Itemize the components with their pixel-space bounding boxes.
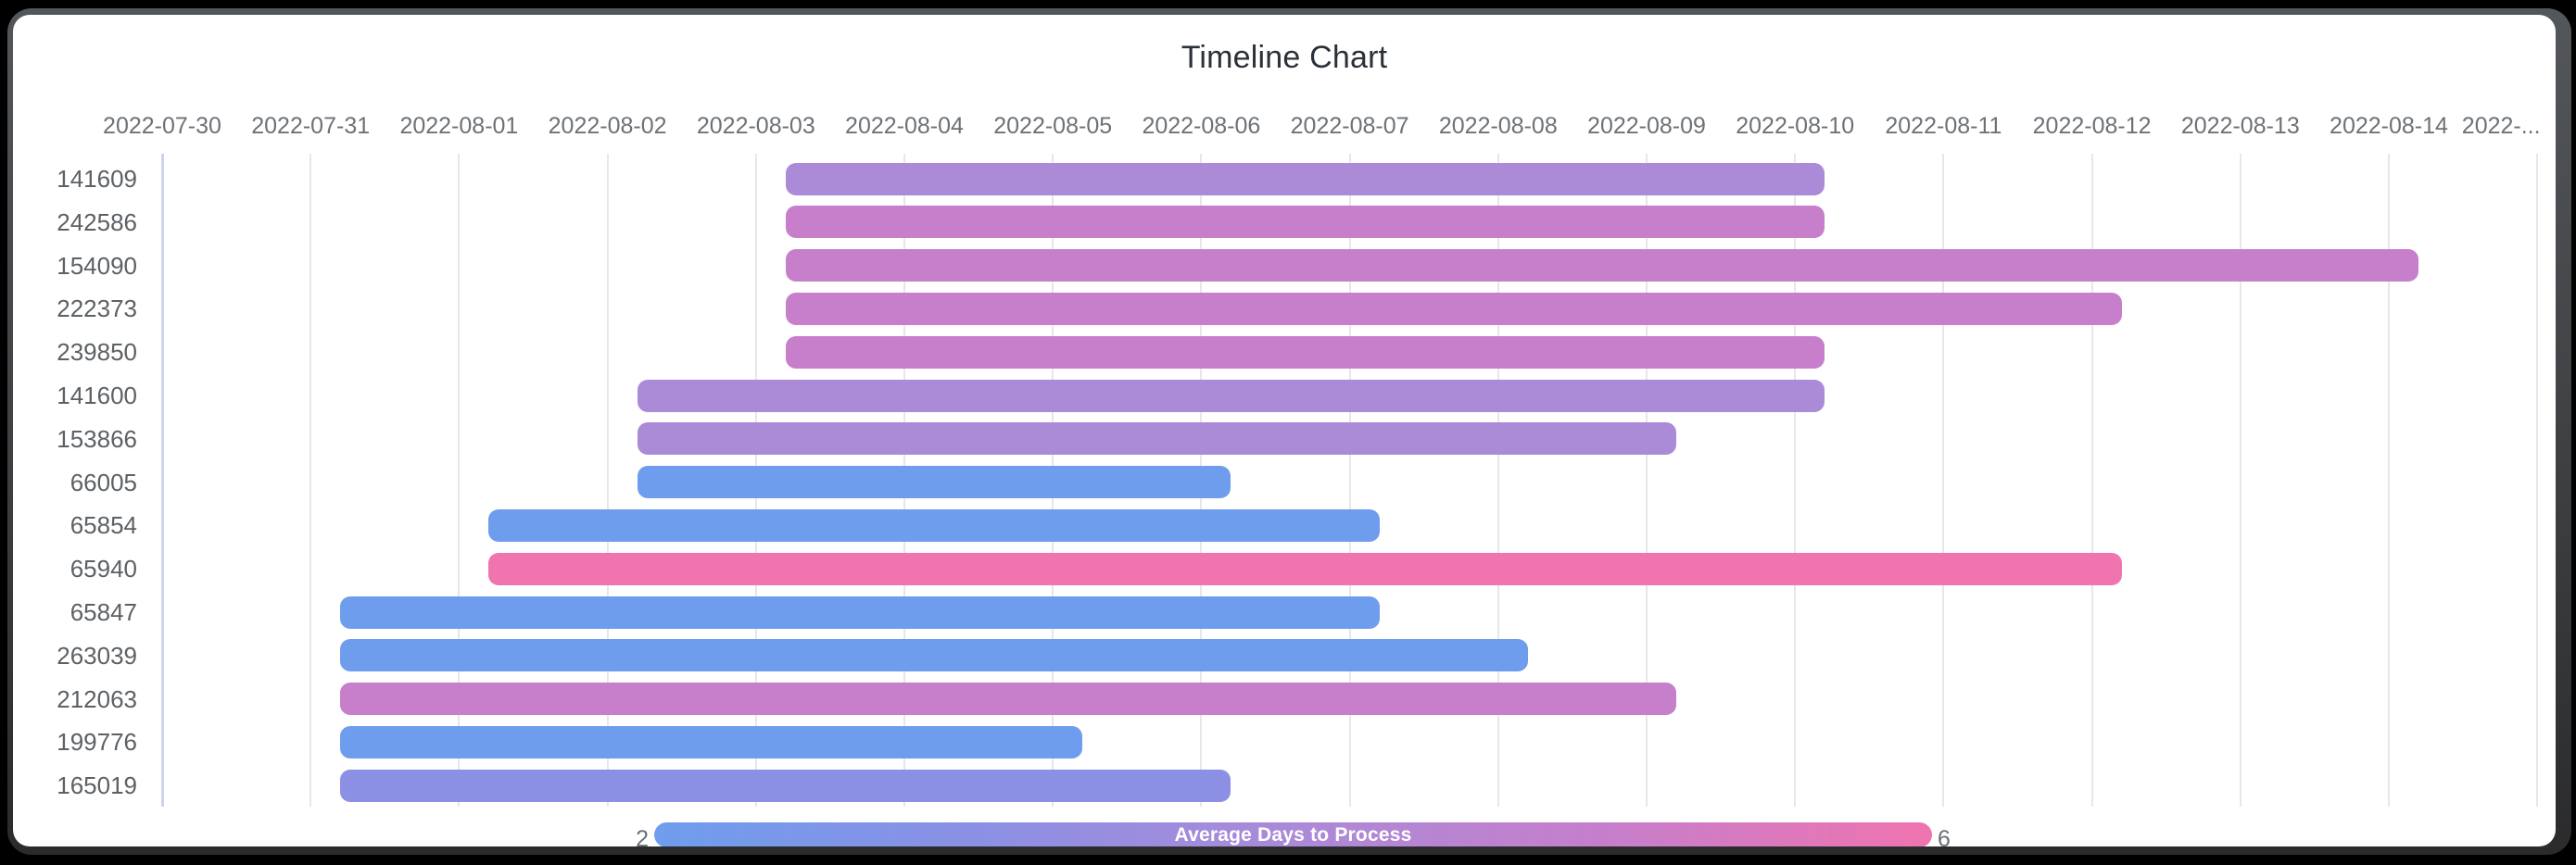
x-axis-tick-label: 2022-08-08 (1438, 113, 1558, 139)
x-axis-tick-label: 2022-08-01 (399, 113, 519, 139)
timeline-bar[interactable] (340, 769, 1231, 802)
timeline-bar[interactable] (488, 508, 1380, 542)
x-axis-tick-label: 2022-08-06 (1142, 113, 1261, 139)
axis-line (161, 154, 164, 807)
gridline (2388, 154, 2390, 807)
timeline-bar[interactable] (785, 162, 1825, 195)
y-axis-label: 212063 (57, 684, 137, 713)
x-axis-tick-label: 2022-08-02 (548, 113, 667, 139)
timeline-bar[interactable] (488, 552, 2122, 585)
x-axis-tick-label: 2022-08-14 (2330, 113, 2448, 139)
y-axis-label: 65854 (69, 511, 137, 540)
legend-gradient-bar: Average Days to Process (654, 822, 1932, 846)
y-axis-label: 239850 (57, 338, 137, 367)
y-axis-label: 65847 (69, 598, 137, 626)
timeline-bar[interactable] (340, 725, 1083, 758)
chart-title: Timeline Chart (1181, 40, 1388, 75)
timeline-bar[interactable] (637, 379, 1825, 412)
timeline-bar[interactable] (340, 639, 1528, 672)
x-axis-tick-label: 2022-08-10 (1736, 113, 1855, 139)
y-axis-label: 154090 (57, 251, 137, 280)
gridline (2239, 154, 2241, 807)
y-axis-label: 141609 (57, 165, 137, 193)
timeline-bar[interactable] (785, 292, 2122, 325)
timeline-bar[interactable] (785, 335, 1825, 369)
timeline-bar[interactable] (340, 595, 1380, 629)
timeline-bar[interactable] (785, 206, 1825, 239)
timeline-bar[interactable] (637, 422, 1677, 456)
x-axis-tick-label: 2022-08-04 (845, 113, 964, 139)
x-axis-tick-label: 2022-... (2461, 113, 2541, 139)
y-axis-label: 153866 (57, 424, 137, 453)
gridline (2536, 154, 2539, 807)
x-axis-tick-label: 2022-07-31 (251, 113, 371, 139)
gridline (1794, 154, 1797, 807)
gridline (1646, 154, 1648, 807)
x-axis-tick-label: 2022-07-30 (103, 113, 221, 139)
y-axis-label: 199776 (57, 728, 137, 757)
gridline (1942, 154, 1945, 807)
y-axis-label: 263039 (57, 641, 137, 670)
gridline (1348, 154, 1351, 807)
y-axis-label: 141600 (57, 382, 137, 409)
legend-min-label: 2 (636, 826, 649, 846)
y-axis-label: 242586 (57, 207, 137, 236)
y-axis-label: 65940 (69, 555, 137, 583)
x-axis-tick-label: 2022-08-09 (1587, 113, 1706, 139)
legend-max-label: 6 (1938, 826, 1951, 846)
x-axis-tick-label: 2022-08-12 (2032, 113, 2152, 139)
y-axis-label: 222373 (57, 295, 137, 323)
y-axis-label: 66005 (69, 468, 137, 496)
timeline-bar[interactable] (785, 249, 2419, 282)
gridline (1496, 154, 1499, 807)
x-axis-tick-label: 2022-08-13 (2180, 113, 2300, 139)
gridline (458, 154, 461, 807)
timeline-bar[interactable] (637, 466, 1231, 499)
legend-title: Average Days to Process (1174, 823, 1412, 846)
x-axis-tick-label: 2022-08-03 (696, 113, 815, 139)
gridline (2090, 154, 2093, 807)
x-axis-tick-label: 2022-08-11 (1885, 113, 2002, 139)
timeline-bar[interactable] (340, 683, 1677, 716)
gridline (606, 154, 609, 807)
x-axis-tick-label: 2022-08-05 (993, 113, 1113, 139)
x-axis-tick-label: 2022-08-07 (1290, 113, 1409, 139)
y-axis-label: 165019 (57, 771, 137, 800)
chart-card: Timeline Chart 2022-07-30 2022-07-31 2022-… (13, 15, 2556, 846)
gridline (309, 154, 312, 807)
